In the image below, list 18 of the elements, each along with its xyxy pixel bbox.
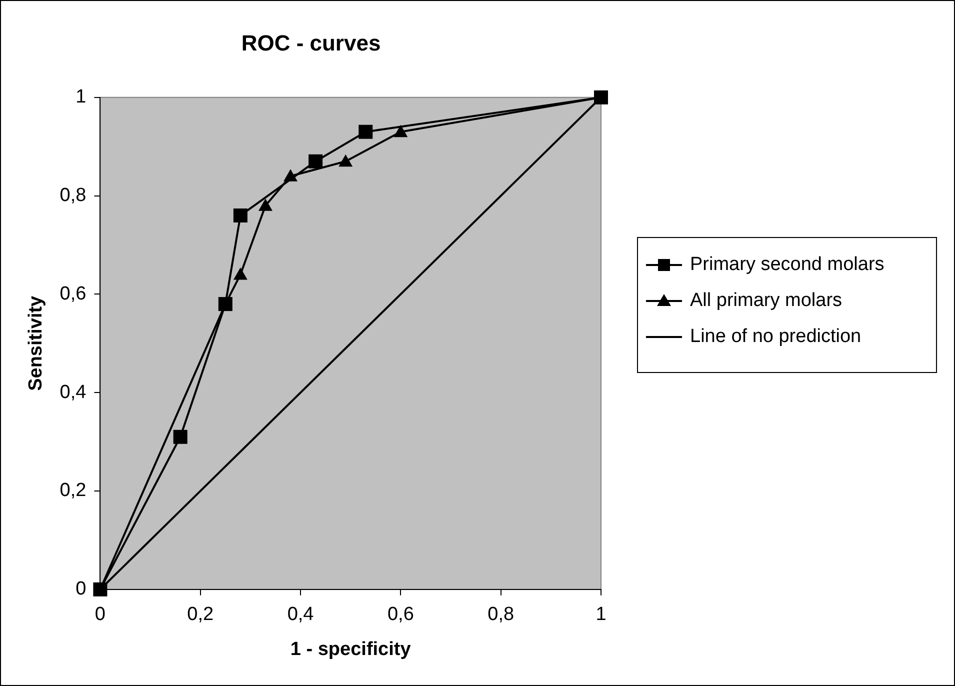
y-tick-label: 0,6 [60, 283, 86, 304]
y-tick-label: 0,2 [60, 480, 86, 502]
x-tick-label: 0,2 [187, 604, 214, 626]
legend-label: All primary molars [690, 290, 842, 312]
legend-label: Primary second molars [690, 254, 884, 276]
x-tick-label: 0 [94, 604, 106, 626]
y-tick-label: 1 [76, 86, 86, 108]
legend-label: Line of no prediction [690, 326, 862, 348]
y-tick-label: 0,8 [60, 185, 86, 206]
x-tick-label: 0,4 [287, 604, 314, 626]
x-tick-label: 0,8 [488, 604, 514, 626]
y-tick-label: 0,4 [60, 382, 87, 403]
x-axis-title: 1 - specificity [290, 638, 412, 660]
x-tick-label: 1 [596, 604, 606, 626]
y-axis-title: Sensitivity [26, 295, 47, 391]
chart-title: ROC - curves [241, 30, 381, 56]
x-tick-label: 0,6 [387, 604, 414, 626]
y-tick-label: 0 [76, 578, 86, 600]
